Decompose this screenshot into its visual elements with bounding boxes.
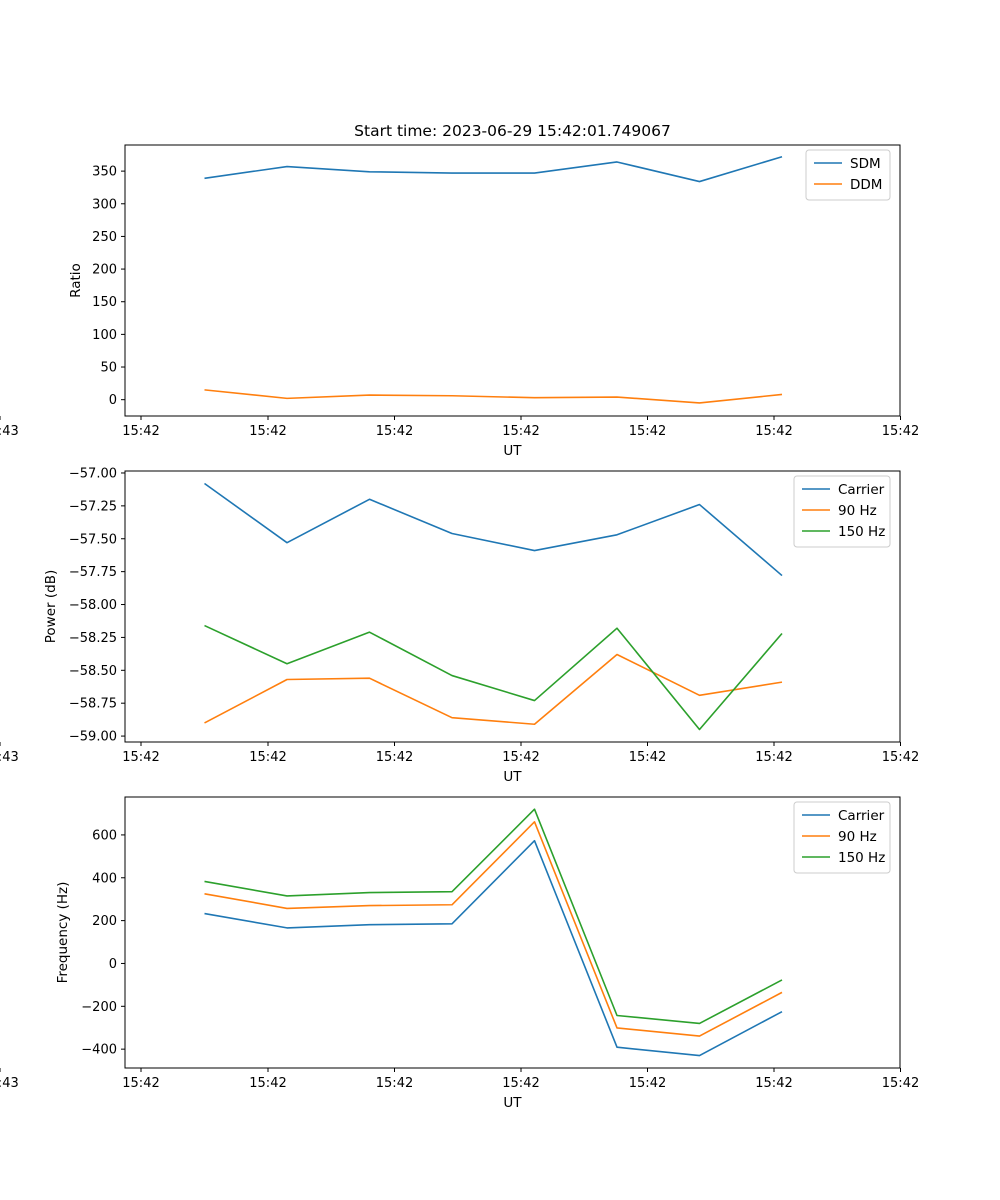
y-tick-label: −58.25 — [69, 631, 117, 646]
power-y-axis-label: Power (dB) — [43, 570, 59, 643]
series-line-90-hz — [204, 653, 783, 726]
frequency-y-axis-label: Frequency (Hz) — [55, 882, 71, 984]
series-line-sdm — [204, 155, 783, 183]
x-tick-label: 15:42 — [122, 1076, 159, 1091]
x-tick-label: 15:42 — [882, 424, 919, 439]
ratio-panel: Start time: 2023-06-29 15:42:01.749067 R… — [0, 122, 919, 459]
x-tick-label: 15:42 — [249, 424, 286, 439]
legend-label: 90 Hz — [838, 829, 877, 845]
power-x-axis-label: UT — [503, 769, 522, 785]
x-tick-label: 15:42 — [376, 1076, 413, 1091]
legend-label: 90 Hz — [838, 503, 877, 519]
x-tick-label: 15:42 — [122, 424, 159, 439]
legend — [793, 475, 891, 548]
chart-title: Start time: 2023-06-29 15:42:01.749067 — [354, 122, 671, 140]
series-line-90-hz — [204, 821, 783, 1037]
y-tick-label: 200 — [92, 263, 117, 278]
x-tick-label: 15:42 — [629, 750, 666, 765]
legend-label: 150 Hz — [838, 524, 885, 540]
legend-label: Carrier — [838, 808, 885, 824]
x-tick-label: 15:42 — [629, 424, 666, 439]
x-tick-label: 15:42 — [376, 424, 413, 439]
x-tick-label: 15:43 — [0, 1076, 19, 1091]
ratio-y-axis-label: Ratio — [68, 263, 84, 298]
series-line-carrier — [204, 839, 783, 1057]
x-tick-label: 15:42 — [122, 750, 159, 765]
y-tick-label: 300 — [92, 197, 117, 212]
series-line-150-hz — [204, 808, 783, 1025]
power-panel: Power (dB) UT 15:42 15:42 15:42 15:42 15:42 1… — [0, 466, 919, 785]
y-tick-label: −58.50 — [69, 664, 117, 679]
y-tick-label: −57.75 — [69, 565, 117, 580]
y-tick-label: 400 — [92, 871, 117, 886]
y-tick-label: 0 — [109, 957, 117, 972]
y-tick-label: 600 — [92, 828, 117, 843]
legend-label: 150 Hz — [838, 850, 885, 866]
frequency-panel: Frequency (Hz) UT 15:42 15:42 15:42 15:42 15… — [0, 796, 919, 1111]
x-tick-label: 15:42 — [502, 1076, 539, 1091]
y-tick-label: −59.00 — [69, 730, 117, 745]
x-tick-label: 15:42 — [882, 750, 919, 765]
x-tick-label: 15:42 — [755, 750, 792, 765]
axes-frame — [124, 796, 901, 1069]
y-tick-label: −57.25 — [69, 499, 117, 514]
legend-label: Carrier — [838, 482, 885, 498]
series-line-150-hz — [204, 624, 783, 731]
legend — [793, 801, 891, 874]
x-tick-label: 15:42 — [249, 750, 286, 765]
y-tick-label: −58.00 — [69, 598, 117, 613]
y-tick-label: −57.00 — [69, 466, 117, 481]
axes-frame — [124, 470, 901, 743]
x-tick-label: 15:43 — [0, 424, 19, 439]
x-tick-label: 15:42 — [502, 424, 539, 439]
y-tick-label: −400 — [81, 1043, 117, 1058]
frequency-x-axis-label: UT — [503, 1095, 522, 1111]
x-tick-label: 15:42 — [755, 1076, 792, 1091]
legend-label: DDM — [850, 177, 882, 193]
x-tick-label: 15:42 — [502, 750, 539, 765]
x-tick-label: 15:43 — [0, 750, 19, 765]
x-tick-label: 15:42 — [249, 1076, 286, 1091]
series-line-carrier — [204, 482, 783, 577]
y-tick-label: 200 — [92, 914, 117, 929]
axes-frame — [124, 144, 901, 417]
y-tick-label: −200 — [81, 1000, 117, 1015]
x-tick-label: 15:42 — [629, 1076, 666, 1091]
x-tick-label: 15:42 — [882, 1076, 919, 1091]
x-tick-label: 15:42 — [376, 750, 413, 765]
ratio-x-axis-label: UT — [503, 443, 522, 459]
x-tick-label: 15:42 — [755, 424, 792, 439]
y-tick-label: 0 — [109, 393, 117, 408]
y-tick-label: 100 — [92, 328, 117, 343]
y-tick-label: 50 — [100, 361, 117, 376]
y-tick-label: −57.50 — [69, 532, 117, 547]
y-tick-label: 250 — [92, 230, 117, 245]
legend-label: SDM — [850, 156, 881, 172]
y-tick-label: 150 — [92, 295, 117, 310]
series-line-ddm — [204, 389, 783, 404]
y-tick-label: −58.75 — [69, 697, 117, 712]
y-tick-label: 350 — [92, 165, 117, 180]
